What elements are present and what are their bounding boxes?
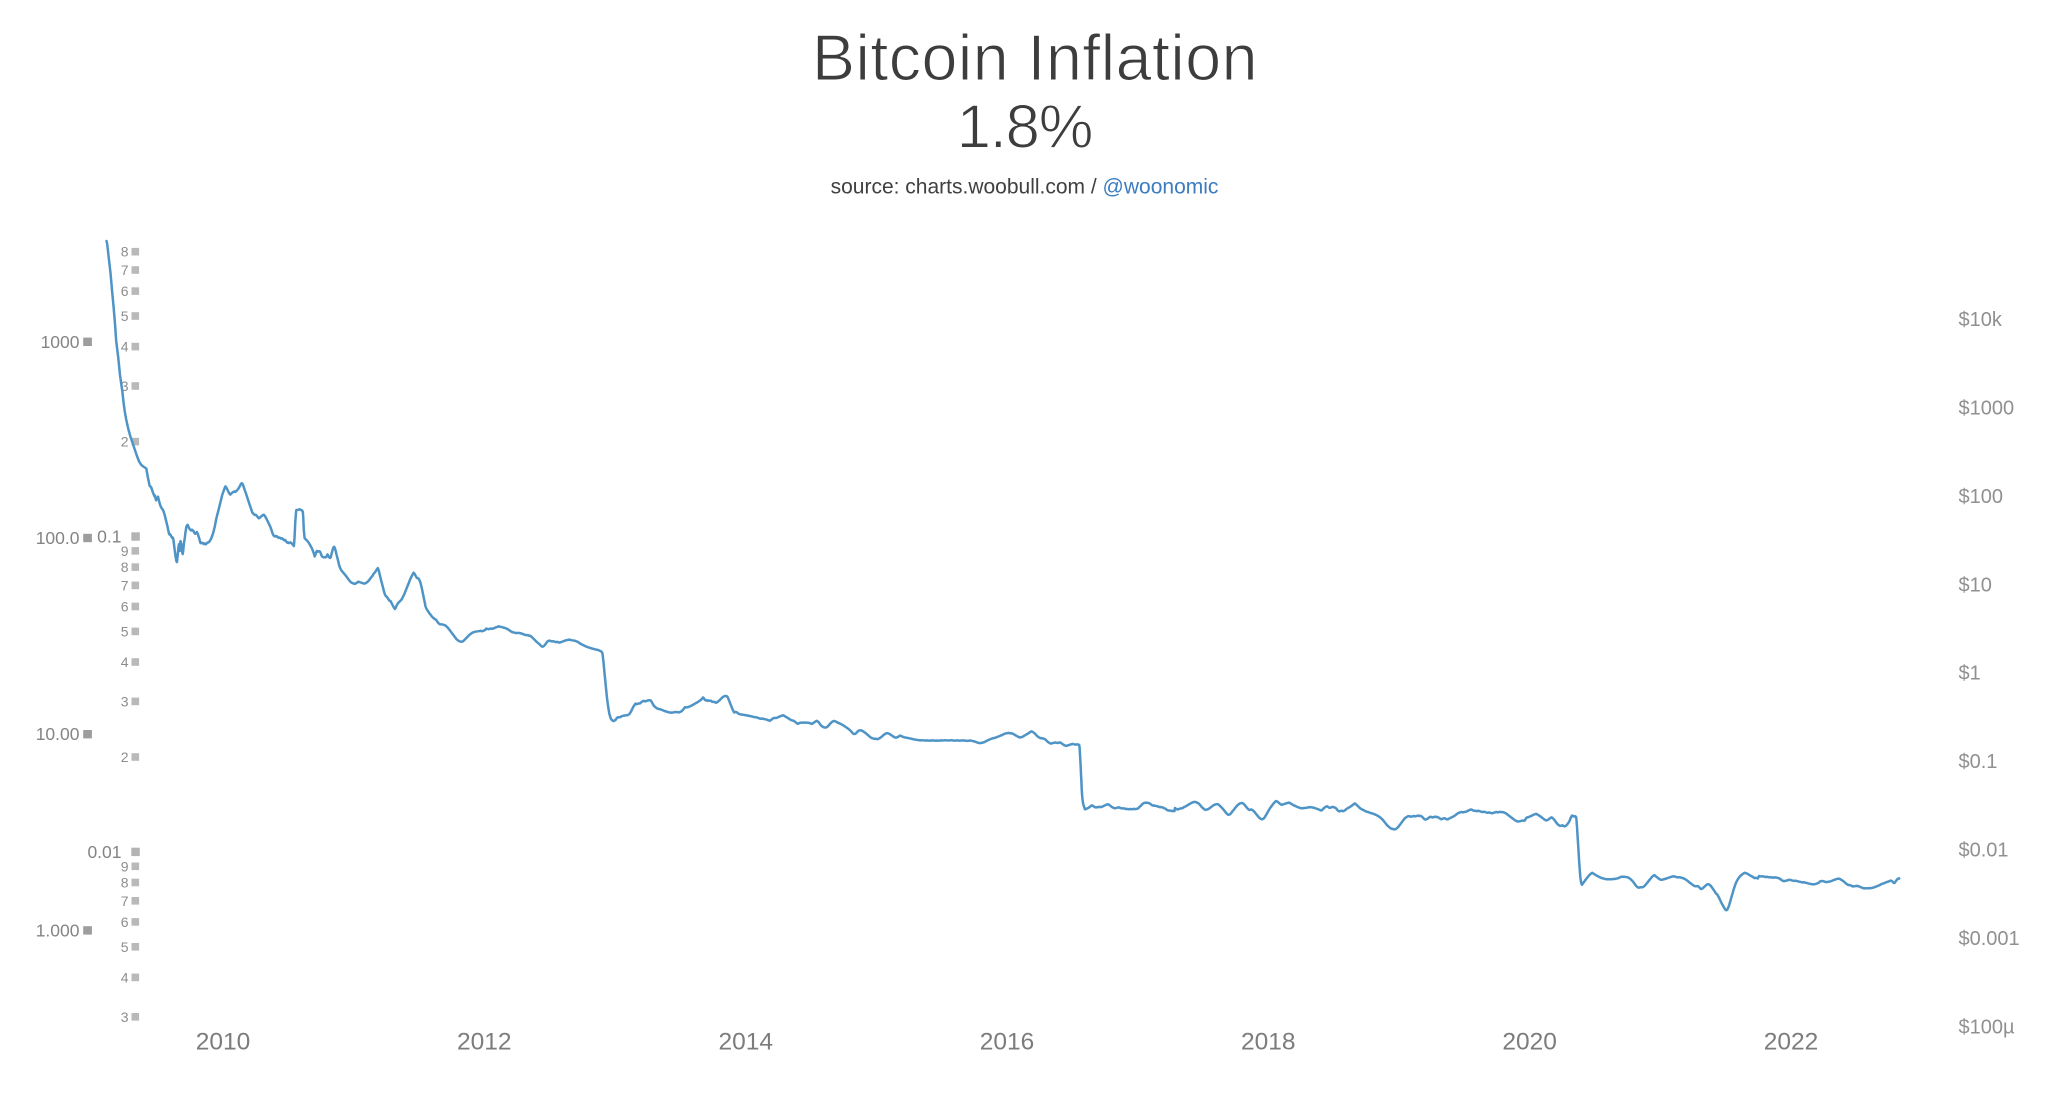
svg-text:2: 2 xyxy=(121,749,129,765)
svg-text:4: 4 xyxy=(121,654,129,670)
svg-text:$100µ: $100µ xyxy=(1959,1017,2015,1039)
svg-text:6: 6 xyxy=(121,283,129,299)
svg-text:100.0: 100.0 xyxy=(36,528,80,548)
svg-text:3: 3 xyxy=(121,378,129,394)
svg-text:2016: 2016 xyxy=(980,1029,1035,1056)
svg-text:3: 3 xyxy=(121,1009,129,1025)
svg-text:$10: $10 xyxy=(1959,574,1992,596)
svg-text:$1: $1 xyxy=(1959,663,1981,685)
svg-text:1.8%: 1.8% xyxy=(957,93,1092,162)
svg-text:8: 8 xyxy=(121,875,129,891)
svg-text:5: 5 xyxy=(121,623,129,639)
svg-text:2018: 2018 xyxy=(1241,1029,1296,1056)
svg-text:2: 2 xyxy=(121,434,129,450)
svg-text:$0.001: $0.001 xyxy=(1959,928,2020,950)
svg-text:1.000: 1.000 xyxy=(36,920,80,940)
svg-text:2010: 2010 xyxy=(196,1029,251,1056)
svg-text:7: 7 xyxy=(121,577,129,593)
svg-text:$10k: $10k xyxy=(1959,309,2003,331)
svg-text:4: 4 xyxy=(121,339,129,355)
svg-text:7: 7 xyxy=(121,262,129,278)
svg-text:$1000: $1000 xyxy=(1959,397,2015,419)
svg-text:6: 6 xyxy=(121,914,129,930)
svg-text:0.1: 0.1 xyxy=(97,527,121,547)
svg-text:Bitcoin Inflation: Bitcoin Inflation xyxy=(812,22,1258,94)
svg-text:2014: 2014 xyxy=(718,1029,773,1056)
svg-text:4: 4 xyxy=(121,969,129,985)
svg-text:6: 6 xyxy=(121,599,129,615)
svg-text:1000: 1000 xyxy=(41,332,80,352)
svg-text:source: charts.woobull.com / @: source: charts.woobull.com / @woonomic xyxy=(831,176,1219,199)
svg-text:5: 5 xyxy=(121,939,129,955)
svg-text:2012: 2012 xyxy=(457,1029,512,1056)
svg-text:0.01: 0.01 xyxy=(87,842,121,862)
svg-text:9: 9 xyxy=(121,858,129,874)
svg-text:$0.01: $0.01 xyxy=(1959,840,2009,862)
svg-text:2022: 2022 xyxy=(1764,1029,1819,1056)
svg-text:2020: 2020 xyxy=(1502,1029,1557,1056)
svg-text:7: 7 xyxy=(121,893,129,909)
svg-text:3: 3 xyxy=(121,693,129,709)
svg-text:9: 9 xyxy=(121,543,129,559)
svg-text:$100: $100 xyxy=(1959,486,2004,508)
svg-text:$0.1: $0.1 xyxy=(1959,751,1998,773)
svg-text:8: 8 xyxy=(121,559,129,575)
svg-text:10.00: 10.00 xyxy=(36,724,80,744)
svg-text:5: 5 xyxy=(121,308,129,324)
svg-text:8: 8 xyxy=(121,244,129,260)
